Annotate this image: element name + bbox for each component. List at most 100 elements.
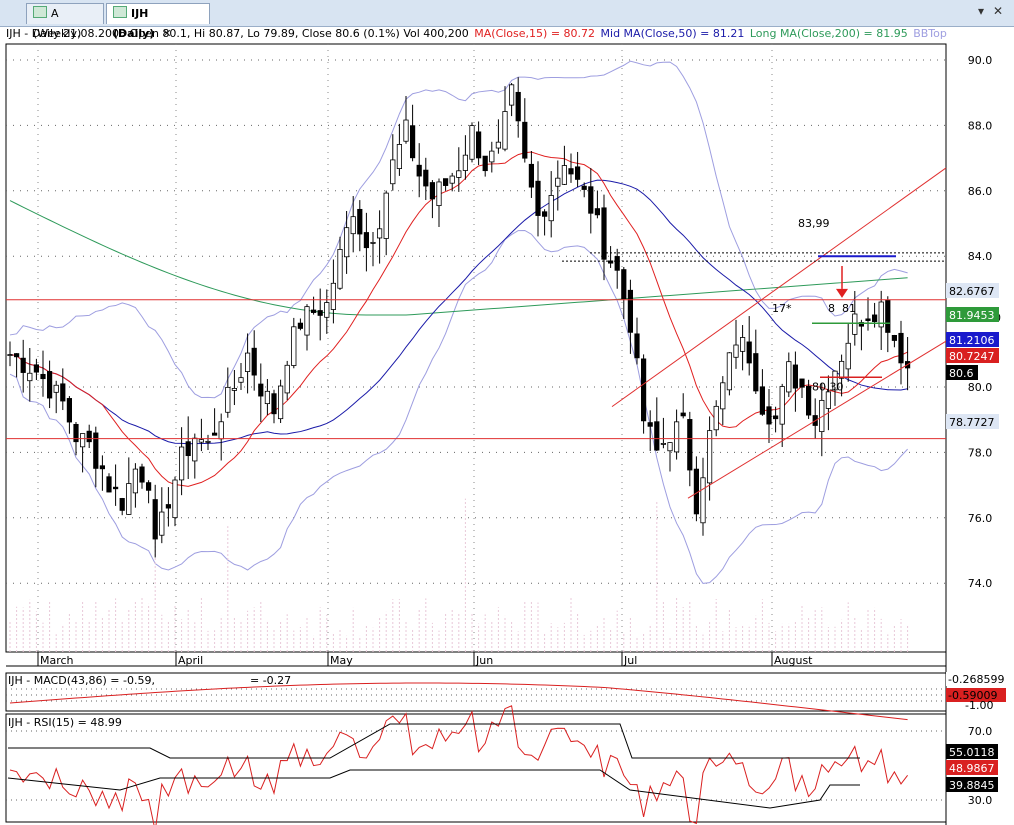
candle-down <box>40 373 46 380</box>
candle-down <box>310 309 317 313</box>
candle-down <box>33 364 40 373</box>
candle-down <box>165 504 171 509</box>
tab-weekly[interactable]: A (Weekly) <box>26 3 104 40</box>
rsi-y-tick: 70.0 <box>968 725 993 738</box>
bb-label: BBTop <box>913 27 947 40</box>
candle-down <box>799 378 805 388</box>
candle-down <box>251 347 257 376</box>
channel-lower-line <box>687 340 947 499</box>
candle-up <box>27 372 33 382</box>
candle-up <box>456 170 462 178</box>
candle-down <box>475 131 482 159</box>
price-tag <box>946 414 999 429</box>
candle-down <box>806 385 812 416</box>
candle-down <box>759 386 766 415</box>
candle-down <box>363 232 370 249</box>
candle-up <box>343 227 350 258</box>
chart-header: IJH - Daily 21.08.2008 Open 80.1, Hi 80.… <box>6 27 949 40</box>
candle-down <box>614 256 620 271</box>
tab-daily[interactable]: IJH (Daily) ✕ <box>106 3 210 40</box>
down-arrow-head <box>836 288 848 298</box>
candle-down <box>119 498 125 511</box>
candle-down <box>792 364 799 389</box>
candle-down <box>693 468 700 515</box>
y-tick-label: 86.0 <box>968 185 993 198</box>
candle-up <box>555 177 561 187</box>
candle-down <box>746 341 752 364</box>
bollinger-upper <box>9 60 908 399</box>
channel-upper-line <box>611 167 947 408</box>
candle-up <box>845 342 851 370</box>
candle-down <box>588 186 594 214</box>
candle-down <box>185 441 191 457</box>
rsi-title: IJH - RSI(15) = 48.99 <box>8 716 122 729</box>
y-tick-label: 78.0 <box>968 446 993 459</box>
candle-down <box>687 419 693 471</box>
candle-down <box>885 299 891 333</box>
candle-down <box>627 289 634 333</box>
annotation-level: 80,30 <box>812 380 844 393</box>
candle-up <box>740 337 746 352</box>
candle-up <box>178 446 185 481</box>
candle-up <box>291 326 297 366</box>
candle-down <box>357 208 363 235</box>
candle-down <box>891 335 898 341</box>
price-tag <box>946 348 999 363</box>
minimize-icon[interactable]: ▾ <box>977 4 985 18</box>
candle-up <box>726 352 733 391</box>
close-window-icon[interactable]: ✕ <box>992 4 1004 18</box>
candle-down <box>872 314 878 322</box>
month-label: March <box>40 654 74 667</box>
candle-down <box>211 432 218 436</box>
candle-down <box>482 155 488 172</box>
ma15-line <box>9 151 908 487</box>
bollinger-lower <box>9 229 908 584</box>
rsi-tag-label: 39.8845 <box>949 779 995 792</box>
candle-up <box>489 150 495 163</box>
candle-down <box>317 310 323 316</box>
candle-down <box>13 353 20 358</box>
close-icon[interactable]: ✕ <box>162 27 172 40</box>
ma15-label: MA(Close,15) = 80.72 <box>474 27 596 40</box>
candle-down <box>753 353 759 392</box>
candle-up <box>707 430 713 484</box>
candle-up <box>370 241 376 244</box>
candle-up <box>205 440 211 443</box>
ma50-label: Mid MA(Close,50) = 81.21 <box>600 27 745 40</box>
rsi-tag <box>946 777 998 792</box>
candle-down <box>47 371 53 399</box>
candle-down <box>442 178 449 186</box>
annotation-partial: 8 <box>828 302 835 315</box>
candle-down <box>898 332 904 364</box>
chart-icon <box>113 6 127 18</box>
candle-down <box>575 166 581 180</box>
candle-up <box>449 175 455 184</box>
candle-up <box>277 385 284 420</box>
candle-down <box>416 164 422 177</box>
candle-down <box>542 211 548 217</box>
price-tag-label: 80.7247 <box>949 350 995 363</box>
rsi-y-tick: 30.0 <box>968 794 993 807</box>
price-tag-label: 81.2106 <box>949 334 995 347</box>
candle-down <box>139 466 145 483</box>
price-tag-label: 78.7727 <box>949 416 995 429</box>
candle-down <box>106 476 112 493</box>
candle-up <box>502 111 508 150</box>
chart-icon <box>33 6 47 18</box>
rsi-tag-label: 48.9867 <box>949 762 995 775</box>
candle-up <box>786 361 792 393</box>
candle-down <box>647 422 653 427</box>
candle-up <box>713 405 719 431</box>
candle-up <box>337 249 343 289</box>
candle-up <box>832 370 838 391</box>
candle-down <box>409 125 416 159</box>
candle-down <box>621 269 627 300</box>
candle-up <box>198 439 204 443</box>
macd-line <box>9 682 908 721</box>
candle-up <box>324 302 330 318</box>
tab-bar: A (Weekly) IJH (Daily) ✕ ▾ ✕ <box>0 0 1014 40</box>
month-label: Jul <box>623 654 637 667</box>
candle-down <box>641 358 647 422</box>
candle-down <box>258 383 264 397</box>
